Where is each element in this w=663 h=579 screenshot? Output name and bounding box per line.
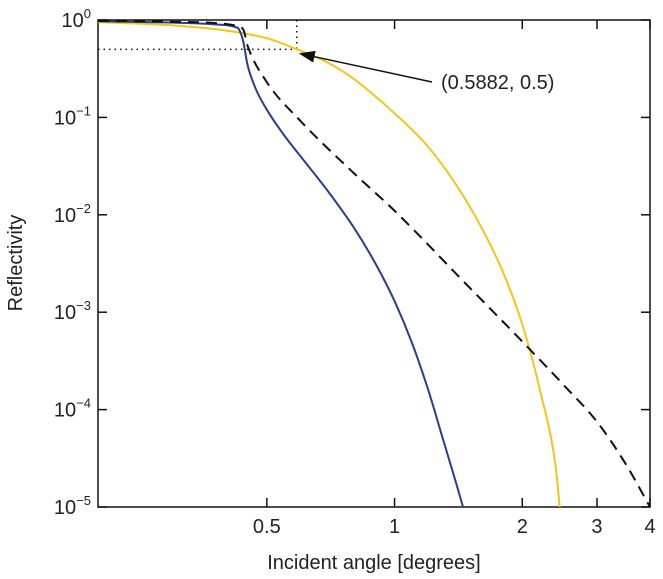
annotation-label: (0.5882, 0.5) — [441, 72, 554, 94]
series-line-3 — [98, 20, 650, 507]
y-tick-label: 10−1 — [54, 103, 91, 129]
plot-frame — [97, 19, 651, 508]
y-axis-label: Reflectivity — [5, 215, 27, 312]
y-tick-label: 10−2 — [54, 201, 91, 227]
reference-lines — [98, 20, 298, 51]
y-tick-label: 10−3 — [54, 298, 91, 324]
x-tick-label: 4 — [644, 516, 655, 538]
annotation-group: (0.5882, 0.5) — [298, 50, 554, 94]
x-tick-label: 1 — [389, 516, 400, 538]
x-tick-label: 3 — [591, 516, 602, 538]
x-tick-label: 0.5 — [253, 516, 281, 538]
annotation-arrow-head — [298, 50, 316, 63]
series-line-2 — [98, 20, 464, 507]
series-group — [98, 20, 650, 507]
annotation-arrow-line — [314, 55, 433, 83]
y-tick-label: 100 — [62, 6, 91, 32]
x-tick-label: 2 — [517, 516, 528, 538]
y-tick-label: 10−4 — [54, 396, 91, 422]
ticks-group: 0.5 1 2 3 4 100 10−1 10−2 10−3 10−4 10−5 — [54, 6, 656, 538]
series-line-1 — [98, 21, 561, 507]
y-tick-label: 10−5 — [54, 493, 91, 519]
x-axis-label: Incident angle [degrees] — [267, 552, 481, 574]
